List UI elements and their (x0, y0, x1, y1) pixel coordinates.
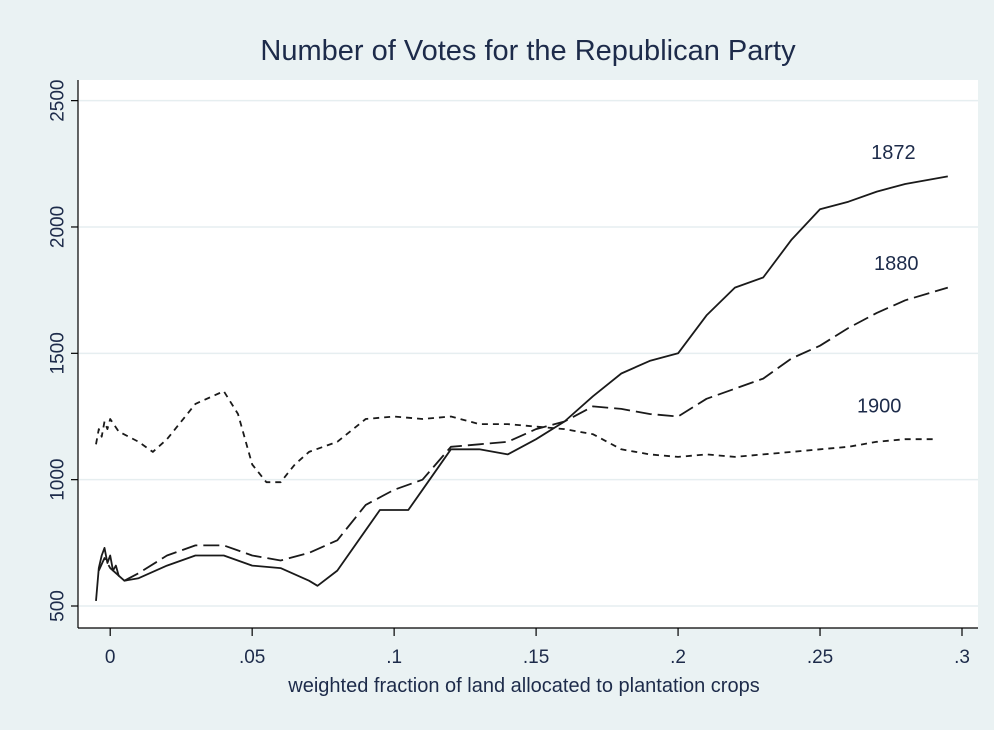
x-axis-label: weighted fraction of land allocated to p… (287, 675, 759, 697)
series-annotation-1900: 1900 (857, 396, 902, 418)
x-tick-label: .3 (954, 647, 970, 668)
x-tick-label: .25 (807, 647, 833, 668)
axes (77, 80, 978, 629)
y-tick-label: 500 (48, 590, 69, 622)
series-annotation-1872: 1872 (871, 142, 916, 164)
annotations: 1872 1880 1900 (857, 142, 919, 418)
x-tick-label: .15 (523, 647, 549, 668)
y-tick-label: 2500 (48, 79, 69, 121)
series (95, 175, 949, 601)
series-annotation-1880: 1880 (874, 253, 919, 275)
x-tick-label: .2 (670, 647, 686, 668)
grid (79, 99, 978, 607)
ticks: 500 1000 1500 2000 2500 0 .05 .1 .15 .2 .25 .3 (48, 79, 970, 668)
series-line-1880 (97, 286, 949, 582)
x-tick-label: .05 (239, 647, 265, 668)
y-tick-label: 1500 (48, 332, 69, 374)
y-tick-label: 1000 (48, 459, 69, 501)
chart-title: Number of Votes for the Republican Party (260, 35, 796, 67)
series-line-1872 (95, 175, 948, 601)
x-tick-label: .1 (386, 647, 402, 668)
x-tick-label: 0 (105, 647, 116, 668)
y-tick-label: 2000 (48, 206, 69, 248)
